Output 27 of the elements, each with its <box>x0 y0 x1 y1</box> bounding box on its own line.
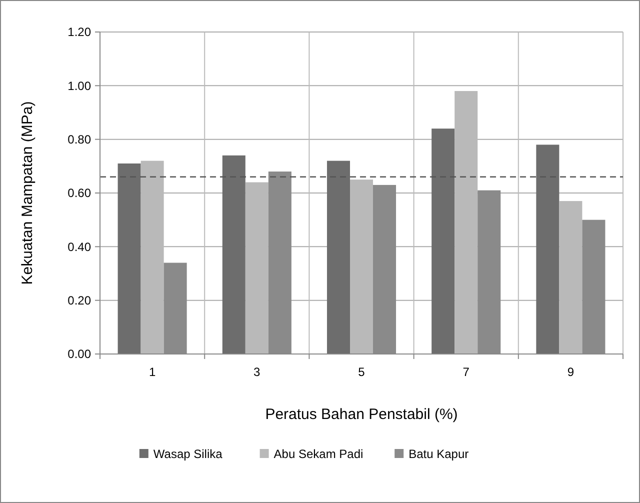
x-tick-label: 9 <box>567 365 574 379</box>
bar <box>536 144 560 354</box>
x-tick-label: 1 <box>148 365 156 379</box>
legend-label: Abu Sekam Padi <box>274 447 364 461</box>
x-tick-label: 3 <box>254 365 261 379</box>
bar <box>559 201 582 354</box>
bar <box>118 163 141 354</box>
y-tick-label: 0.20 <box>68 294 92 308</box>
bar <box>350 180 374 354</box>
x-tick-label: 7 <box>462 365 470 379</box>
y-tick-label: 0.00 <box>68 347 92 362</box>
y-tick-label: 0.40 <box>68 240 92 254</box>
y-tick-label: 1.00 <box>68 78 92 93</box>
bar <box>454 91 478 354</box>
y-tick-label: 0.80 <box>68 132 92 147</box>
x-tick-label: 5 <box>358 365 366 379</box>
bar <box>140 160 164 354</box>
legend-label: Wasap Silika <box>153 447 223 461</box>
bar <box>245 182 268 354</box>
bar <box>432 128 455 354</box>
legend-label: Batu Kapur <box>408 447 469 461</box>
y-tick-label: 0.60 <box>68 186 92 200</box>
bar <box>326 160 350 354</box>
x-axis-title: Peratus Bahan Penstabil (%) <box>265 406 458 423</box>
bar <box>222 155 246 354</box>
y-tick-label: 1.20 <box>68 25 92 40</box>
y-axis-title: Kekuatan Mampatan (MPa) <box>19 101 36 285</box>
